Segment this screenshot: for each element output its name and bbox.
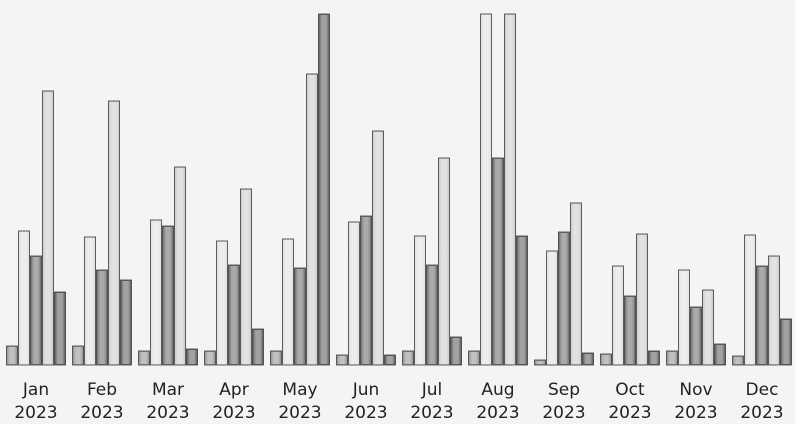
bar-highlight	[295, 269, 305, 364]
bar-highlight	[733, 357, 743, 364]
bar-highlight	[229, 266, 239, 364]
x-tick-label-month: Apr	[219, 380, 248, 400]
bar-highlight	[175, 168, 185, 364]
bar-highlight	[493, 159, 503, 364]
bar-highlight	[307, 75, 317, 364]
x-tick-label-year: 2023	[608, 403, 651, 423]
bar-highlight	[187, 350, 197, 364]
bar-highlight	[517, 237, 527, 364]
x-tick-label-month: Sep	[548, 380, 580, 400]
x-tick-label-month: Jul	[421, 380, 443, 400]
bar-highlight	[151, 221, 161, 364]
x-tick-label-year: 2023	[476, 403, 519, 423]
bar-highlight	[481, 15, 491, 364]
bar-highlight	[337, 356, 347, 364]
x-tick-label-year: 2023	[14, 403, 57, 423]
bar-highlight	[427, 266, 437, 364]
x-tick-label-month: May	[282, 380, 317, 400]
bar-highlight	[253, 330, 263, 364]
bar-highlight	[139, 352, 149, 364]
bar-highlight	[109, 102, 119, 364]
bar-highlight	[679, 271, 689, 364]
bar-highlight	[43, 92, 53, 364]
bar-group	[336, 130, 396, 366]
bar-group	[72, 100, 132, 366]
bar-group	[732, 234, 792, 366]
x-tick-label-month: Feb	[87, 380, 117, 400]
x-tick-label-year: 2023	[542, 403, 585, 423]
x-tick-label-year: 2023	[278, 403, 321, 423]
bar-highlight	[769, 257, 779, 364]
x-tick-label-year: 2023	[344, 403, 387, 423]
x-tick-label-year: 2023	[410, 403, 453, 423]
x-tick-label-month: Jan	[22, 380, 49, 400]
bar-highlight	[757, 267, 767, 364]
bar-highlight	[715, 345, 725, 364]
bar-highlight	[361, 217, 371, 364]
bar-highlight	[637, 235, 647, 364]
bar-highlight	[217, 242, 227, 364]
x-tick-label-month: Jun	[352, 380, 380, 400]
bar-highlight	[667, 352, 677, 364]
bar-highlight	[451, 338, 461, 364]
bar-highlight	[349, 223, 359, 364]
x-tick-label-month: Nov	[679, 380, 712, 400]
bar-group	[270, 13, 330, 366]
x-tick-label-month: Mar	[152, 380, 184, 400]
bar-highlight	[691, 308, 701, 364]
bar-highlight	[97, 271, 107, 364]
x-tick-label-year: 2023	[80, 403, 123, 423]
bar-highlight	[613, 267, 623, 364]
bar-highlight	[415, 237, 425, 364]
bar-group	[138, 166, 198, 366]
bar-highlight	[163, 227, 173, 364]
bar-highlight	[505, 15, 515, 364]
bar-highlight	[55, 293, 65, 364]
bar-highlight	[121, 281, 131, 364]
bar-highlight	[85, 238, 95, 364]
bar-highlight	[439, 159, 449, 364]
bar-highlight	[781, 320, 791, 364]
bar-highlight	[547, 252, 557, 364]
x-tick-label-month: Aug	[481, 380, 514, 400]
x-tick-label-year: 2023	[146, 403, 189, 423]
x-tick-label-year: 2023	[212, 403, 255, 423]
bar-highlight	[283, 240, 293, 364]
bar-group	[468, 13, 528, 366]
bar-highlight	[571, 204, 581, 364]
bar-highlight	[7, 347, 17, 364]
bar-highlight	[319, 15, 329, 364]
bar-highlight	[385, 356, 395, 364]
bar-group	[6, 90, 66, 366]
bar-group	[666, 269, 726, 366]
x-tick-label-year: 2023	[674, 403, 717, 423]
bar-highlight	[469, 352, 479, 364]
bar-highlight	[19, 232, 29, 364]
bar-highlight	[403, 352, 413, 364]
bar-highlight	[559, 233, 569, 364]
bar-group	[402, 157, 462, 366]
bar-highlight	[745, 236, 755, 364]
bar-group	[534, 202, 594, 366]
bar-highlight	[625, 297, 635, 364]
bar-group	[600, 233, 660, 366]
bar-highlight	[649, 352, 659, 364]
x-tick-label-year: 2023	[740, 403, 783, 423]
bar-highlight	[31, 257, 41, 364]
x-tick-label-month: Oct	[615, 380, 645, 400]
bar-highlight	[601, 355, 611, 364]
bar-highlight	[205, 352, 215, 364]
bar-group	[204, 188, 264, 366]
x-tick-label-month: Dec	[746, 380, 779, 400]
bar-highlight	[535, 361, 545, 364]
bar-highlight	[703, 291, 713, 364]
bar-highlight	[373, 132, 383, 364]
bar-highlight	[73, 347, 83, 364]
bar-highlight	[241, 190, 251, 364]
bar-highlight	[271, 352, 281, 364]
bar-highlight	[583, 354, 593, 364]
